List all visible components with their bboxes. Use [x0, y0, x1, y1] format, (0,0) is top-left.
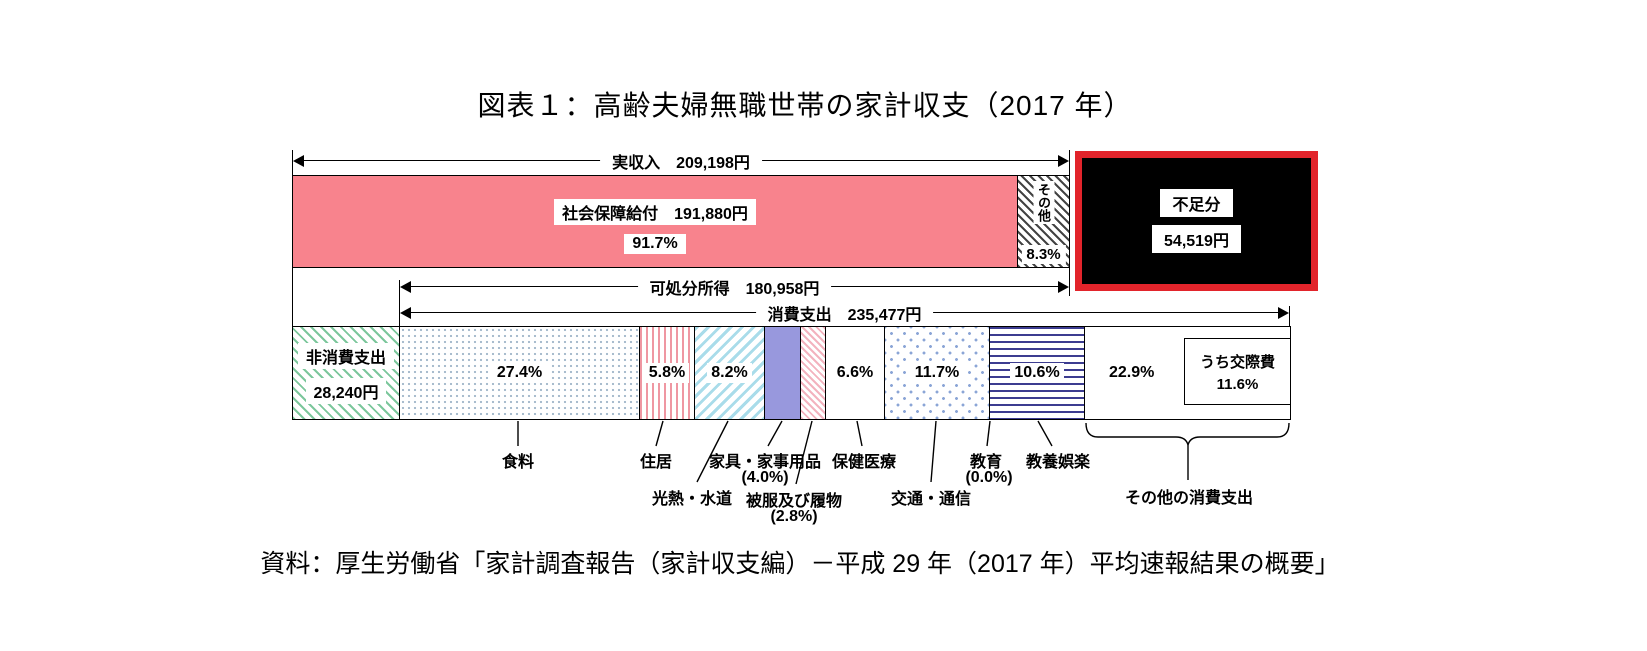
label-transport: 交通・通信	[890, 491, 972, 508]
recreation-pct: 10.6%	[1010, 363, 1064, 383]
label-recreation: 教養娯楽	[1025, 454, 1091, 471]
segment-other-consumption: 22.9% うち交際費 11.6%	[1085, 327, 1291, 419]
disposable-income-label: 可処分所得 180,958円	[637, 275, 832, 299]
label-utilities: 光熱・水道	[651, 491, 733, 508]
label-furniture: 家具・家事用品	[708, 454, 822, 471]
disposable-left-boundary-line	[399, 280, 400, 326]
segment-furniture	[765, 327, 801, 419]
label-food: 食料	[501, 454, 535, 471]
segment-transport: 11.7%	[885, 327, 990, 419]
utilities-pct: 8.2%	[707, 363, 752, 383]
social-expenses-box: うち交際費 11.6%	[1184, 338, 1291, 405]
consumption-arrow: 消費支出 235,477円	[400, 301, 1289, 325]
shortfall-label: 不足分	[1160, 189, 1233, 217]
disposable-income-arrow: 可処分所得 180,958円	[400, 275, 1069, 299]
income-arrow-label: 実収入 209,198円	[600, 149, 762, 173]
consumption-right-boundary-line	[1289, 306, 1290, 326]
label-education: 教育	[969, 454, 1003, 471]
food-pct: 27.4%	[488, 363, 551, 383]
social-expenses-label: うち交際費	[1199, 353, 1275, 371]
income-other-label: その他	[1033, 181, 1054, 224]
transport-pct: 11.7%	[906, 363, 968, 383]
social-security-label: 社会保障給付 191,880円	[554, 199, 756, 225]
segment-social-security: 社会保障給付 191,880円 91.7%	[293, 176, 1018, 267]
segment-recreation: 10.6%	[990, 327, 1085, 419]
segment-housing: 5.8%	[640, 327, 695, 419]
income-other-pct: 8.3%	[1021, 245, 1066, 264]
income-bar: 社会保障給付 191,880円 91.7% その他 8.3%	[292, 175, 1070, 268]
label-clothing-pct: (2.8%)	[770, 508, 818, 525]
segment-utilities: 8.2%	[695, 327, 765, 419]
medical-pct: 6.6%	[832, 363, 878, 383]
label-medical: 保健医療	[831, 454, 897, 471]
housing-pct: 5.8%	[644, 363, 690, 383]
segment-medical: 6.6%	[826, 327, 885, 419]
expense-bar: 非消費支出 28,240円 27.4% 5.8% 8.2% 6.6% 11.7%…	[292, 326, 1291, 420]
income-arrow: 実収入 209,198円	[293, 149, 1069, 173]
segment-food: 27.4%	[400, 327, 640, 419]
social-expenses-pct: 11.6%	[1216, 375, 1259, 393]
label-other-consumption: その他の消費支出	[1124, 490, 1254, 507]
social-security-pct: 91.7%	[624, 234, 686, 254]
other-consumption-pct: 22.9%	[1101, 363, 1163, 383]
source-text: 資料：厚生労働省「家計調査報告（家計収支編）－平成 29 年（2017 年）平均…	[260, 550, 1340, 578]
consumption-label: 消費支出 235,477円	[755, 301, 934, 325]
label-furniture-pct: (4.0%)	[741, 469, 789, 486]
non-consumption-label: 非消費支出	[297, 342, 394, 369]
label-housing: 住居	[639, 454, 673, 471]
label-education-pct: (0.0%)	[965, 469, 1013, 486]
shortfall-box: 不足分 54,519円	[1075, 151, 1318, 291]
segment-income-other: その他 8.3%	[1018, 176, 1069, 267]
left-boundary-line	[292, 150, 293, 420]
chart-title: 図表１：高齢夫婦無職世帯の家計収支（2017 年）	[477, 90, 1133, 121]
segment-non-consumption: 非消費支出 28,240円	[293, 327, 400, 419]
non-consumption-value: 28,240円	[305, 377, 387, 404]
shortfall-value: 54,519円	[1152, 225, 1241, 253]
label-clothing: 被服及び履物	[745, 493, 843, 510]
segment-clothing	[801, 327, 826, 419]
